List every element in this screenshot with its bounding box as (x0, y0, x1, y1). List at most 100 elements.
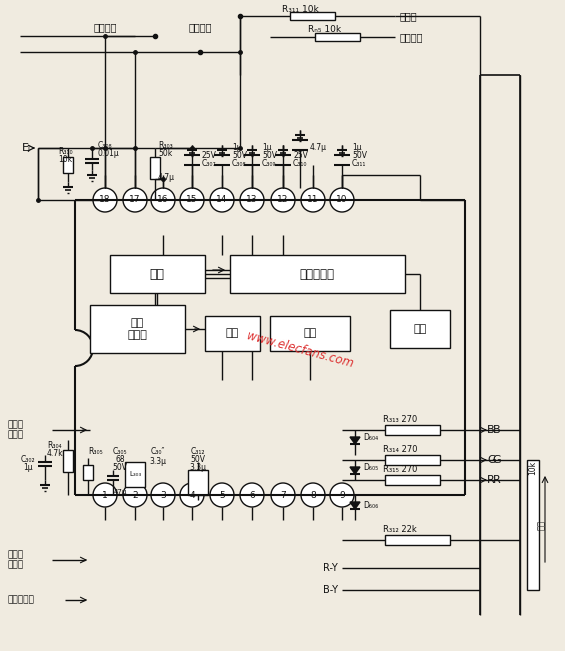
Text: R₃₀₄: R₃₀₄ (47, 441, 62, 449)
Circle shape (180, 188, 204, 212)
Text: www.elecfans.com: www.elecfans.com (245, 329, 355, 370)
Circle shape (210, 483, 234, 507)
Text: 50V: 50V (232, 150, 247, 159)
Bar (385, 535, 450, 545)
Text: 50k: 50k (158, 148, 172, 158)
Text: 消隐: 消隐 (303, 328, 316, 338)
Text: R₃₁₃ 270: R₃₁₃ 270 (383, 415, 417, 424)
Text: 行同步脉冲: 行同步脉冲 (8, 596, 35, 605)
Text: 3.3μ: 3.3μ (189, 464, 206, 473)
Text: R₃₀₃: R₃₀₃ (158, 141, 173, 150)
Text: 50V: 50V (190, 456, 206, 465)
Text: 50V: 50V (112, 462, 128, 471)
Text: 复合消
隐脉冲: 复合消 隐脉冲 (8, 550, 24, 570)
Text: Rₙ₅ 10k: Rₙ₅ 10k (308, 25, 341, 35)
Circle shape (210, 188, 234, 212)
Text: B-Y: B-Y (323, 585, 338, 595)
Text: 视频
放大器: 视频 放大器 (127, 318, 147, 340)
Text: 1μ: 1μ (352, 143, 362, 152)
Bar (90, 305, 185, 353)
Text: 17: 17 (129, 195, 141, 204)
Text: 1μ: 1μ (232, 143, 242, 152)
Text: 3: 3 (160, 490, 166, 499)
Circle shape (330, 188, 354, 212)
Text: 5: 5 (219, 490, 225, 499)
Text: 50V: 50V (262, 150, 277, 159)
Text: R₃₁₁ 10k: R₃₁₁ 10k (282, 5, 319, 14)
Text: 3.3μ: 3.3μ (150, 458, 167, 467)
Text: 14: 14 (216, 195, 228, 204)
Circle shape (330, 483, 354, 507)
Text: C₃₁₀: C₃₁₀ (293, 158, 307, 167)
Polygon shape (350, 467, 360, 474)
Text: 18: 18 (99, 195, 111, 204)
Bar (385, 425, 440, 435)
Bar (188, 470, 208, 495)
Circle shape (240, 188, 264, 212)
Text: D₆₀₄: D₆₀₄ (363, 434, 378, 443)
Text: 9: 9 (339, 490, 345, 499)
Text: 4: 4 (189, 490, 195, 499)
Text: 4.7μ: 4.7μ (158, 174, 175, 182)
Text: 算位: 算位 (225, 328, 238, 338)
Text: R₃₀₅: R₃₀₅ (88, 447, 103, 456)
Text: C₃₁₁: C₃₁₁ (352, 158, 366, 167)
Bar (385, 455, 440, 465)
Text: R: R (487, 475, 495, 485)
Text: D₆₀₆: D₆₀₆ (363, 501, 378, 510)
Text: C₃₀₈: C₃₀₈ (232, 158, 247, 167)
Text: 2: 2 (132, 490, 138, 499)
Text: 0.01μ: 0.01μ (98, 148, 120, 158)
Text: R₃₁₂ 22k: R₃₁₂ 22k (383, 525, 417, 534)
Bar (125, 462, 145, 487)
Text: R₃₁₀: R₃₁₀ (58, 148, 73, 156)
Text: C₃₀₉: C₃₀₉ (262, 158, 276, 167)
Text: 10k: 10k (58, 156, 72, 165)
Text: C₃₀″: C₃₀″ (151, 447, 165, 456)
Circle shape (123, 483, 147, 507)
Text: 色差放大器: 色差放大器 (299, 268, 334, 281)
Text: 色饱和度: 色饱和度 (400, 32, 424, 42)
Bar (390, 310, 450, 348)
Circle shape (271, 188, 295, 212)
Text: 7: 7 (280, 490, 286, 499)
Text: B: B (493, 425, 501, 435)
Text: L₃₀₃: L₃₀₃ (129, 471, 141, 477)
Text: 47μ: 47μ (114, 489, 127, 495)
Text: R₃₁₅ 270: R₃₁₅ 270 (383, 465, 418, 475)
Circle shape (123, 188, 147, 212)
Polygon shape (350, 502, 360, 509)
Text: R₃₁₄ 270: R₃₁₄ 270 (383, 445, 418, 454)
Text: R-Y: R-Y (323, 563, 338, 573)
Circle shape (240, 483, 264, 507)
Polygon shape (350, 437, 360, 444)
Text: 对比度: 对比度 (400, 11, 418, 21)
Text: C₃₁₂: C₃₁₂ (191, 447, 205, 456)
Circle shape (271, 483, 295, 507)
Text: 1μ: 1μ (23, 464, 33, 473)
Text: G: G (493, 455, 501, 465)
Circle shape (93, 483, 117, 507)
Text: 25V: 25V (293, 150, 308, 159)
Bar (385, 475, 440, 485)
Text: G: G (487, 455, 496, 465)
Text: 亮度信
号输入: 亮度信 号输入 (8, 421, 24, 439)
Text: 50V: 50V (352, 150, 367, 159)
Text: R: R (493, 475, 501, 485)
Circle shape (301, 188, 325, 212)
Circle shape (93, 188, 117, 212)
Text: Eⱼ: Eⱼ (22, 143, 31, 153)
Text: D₆₀₅: D₆₀₅ (363, 462, 378, 471)
Text: 消阵: 消阵 (414, 324, 427, 334)
Bar (270, 316, 350, 351)
Text: 副对比度: 副对比度 (93, 22, 117, 32)
Text: C₃₀₂: C₃₀₂ (21, 456, 35, 465)
Text: 13: 13 (246, 195, 258, 204)
Circle shape (151, 483, 175, 507)
Text: 1μ: 1μ (262, 143, 272, 152)
Text: 副饱和度: 副饱和度 (188, 22, 212, 32)
Bar (63, 450, 73, 472)
Text: 10: 10 (336, 195, 347, 204)
Text: 25V: 25V (202, 150, 217, 159)
Bar (205, 316, 260, 351)
